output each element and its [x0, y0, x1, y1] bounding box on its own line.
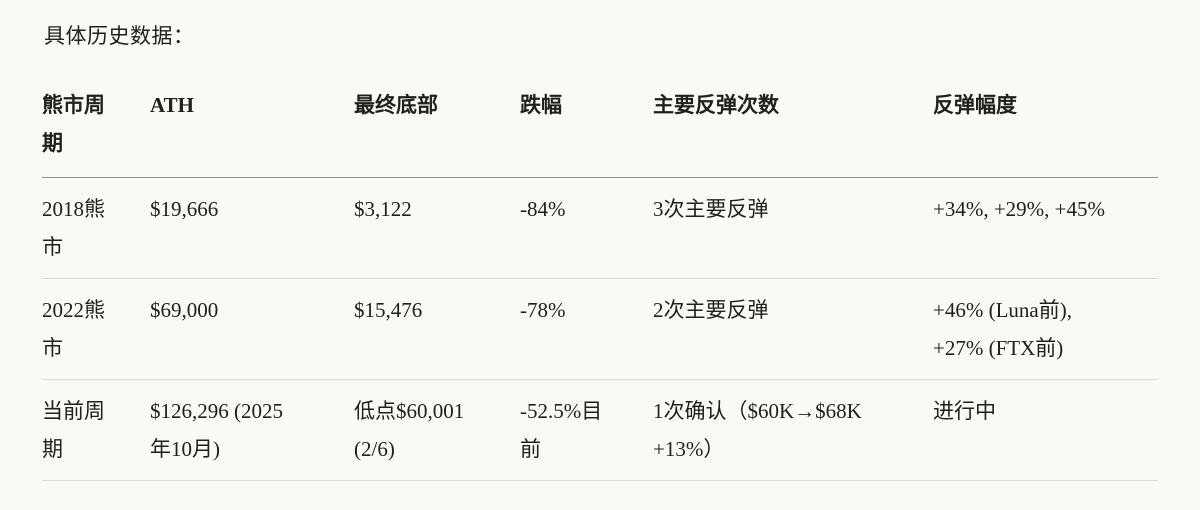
cell-cycle: 2022熊 市	[42, 278, 150, 380]
cell-final-bottom: $3,122	[354, 177, 520, 279]
page-title: 具体历史数据：	[44, 24, 195, 48]
cell-ath: $126,296 (2025 年10月)	[150, 379, 354, 481]
table-row: 2018熊 市 $19,666 $3,122 -84% 3次主要反弹 +34%,…	[42, 177, 1158, 279]
col-header-bear-cycle: 熊市周 期	[42, 80, 150, 178]
col-header-drawdown: 跌幅	[520, 80, 653, 178]
cell-final-bottom: 低点$60,001 (2/6)	[354, 379, 520, 481]
history-table: 熊市周 期 ATH 最终底部 跌幅 主要反弹次数 反弹幅度 2018熊 市 $1…	[42, 80, 1158, 481]
cell-rebound-count: 1次确认（$60K→$68K +13%）	[653, 379, 933, 481]
header-row: 熊市周 期 ATH 最终底部 跌幅 主要反弹次数 反弹幅度	[42, 80, 1158, 178]
col-header-ath: ATH	[150, 80, 354, 178]
cell-drawdown: -78%	[520, 278, 653, 380]
cell-rebound-count: 2次主要反弹	[653, 278, 933, 380]
cell-drawdown: -84%	[520, 177, 653, 279]
col-header-rebound-magnitude: 反弹幅度	[933, 80, 1158, 178]
col-header-rebound-count: 主要反弹次数	[653, 80, 933, 178]
cell-rebound-magnitude: 进行中	[933, 379, 1158, 481]
cell-rebound-count: 3次主要反弹	[653, 177, 933, 279]
cell-rebound-magnitude: +46% (Luna前), +27% (FTX前)	[933, 278, 1158, 380]
table-row: 2022熊 市 $69,000 $15,476 -78% 2次主要反弹 +46%…	[42, 278, 1158, 380]
col-header-final-bottom: 最终底部	[354, 80, 520, 178]
cell-cycle: 2018熊 市	[42, 177, 150, 279]
cell-cycle: 当前周 期	[42, 379, 150, 481]
cell-drawdown: -52.5%目 前	[520, 379, 653, 481]
cell-ath: $19,666	[150, 177, 354, 279]
cell-ath: $69,000	[150, 278, 354, 380]
table-row: 当前周 期 $126,296 (2025 年10月) 低点$60,001 (2/…	[42, 379, 1158, 481]
page: 具体历史数据： 熊市周 期 ATH 最终底部 跌幅 主要反弹次数 反弹幅度 20…	[42, 24, 1158, 481]
cell-final-bottom: $15,476	[354, 278, 520, 380]
cell-rebound-magnitude: +34%, +29%, +45%	[933, 177, 1158, 279]
